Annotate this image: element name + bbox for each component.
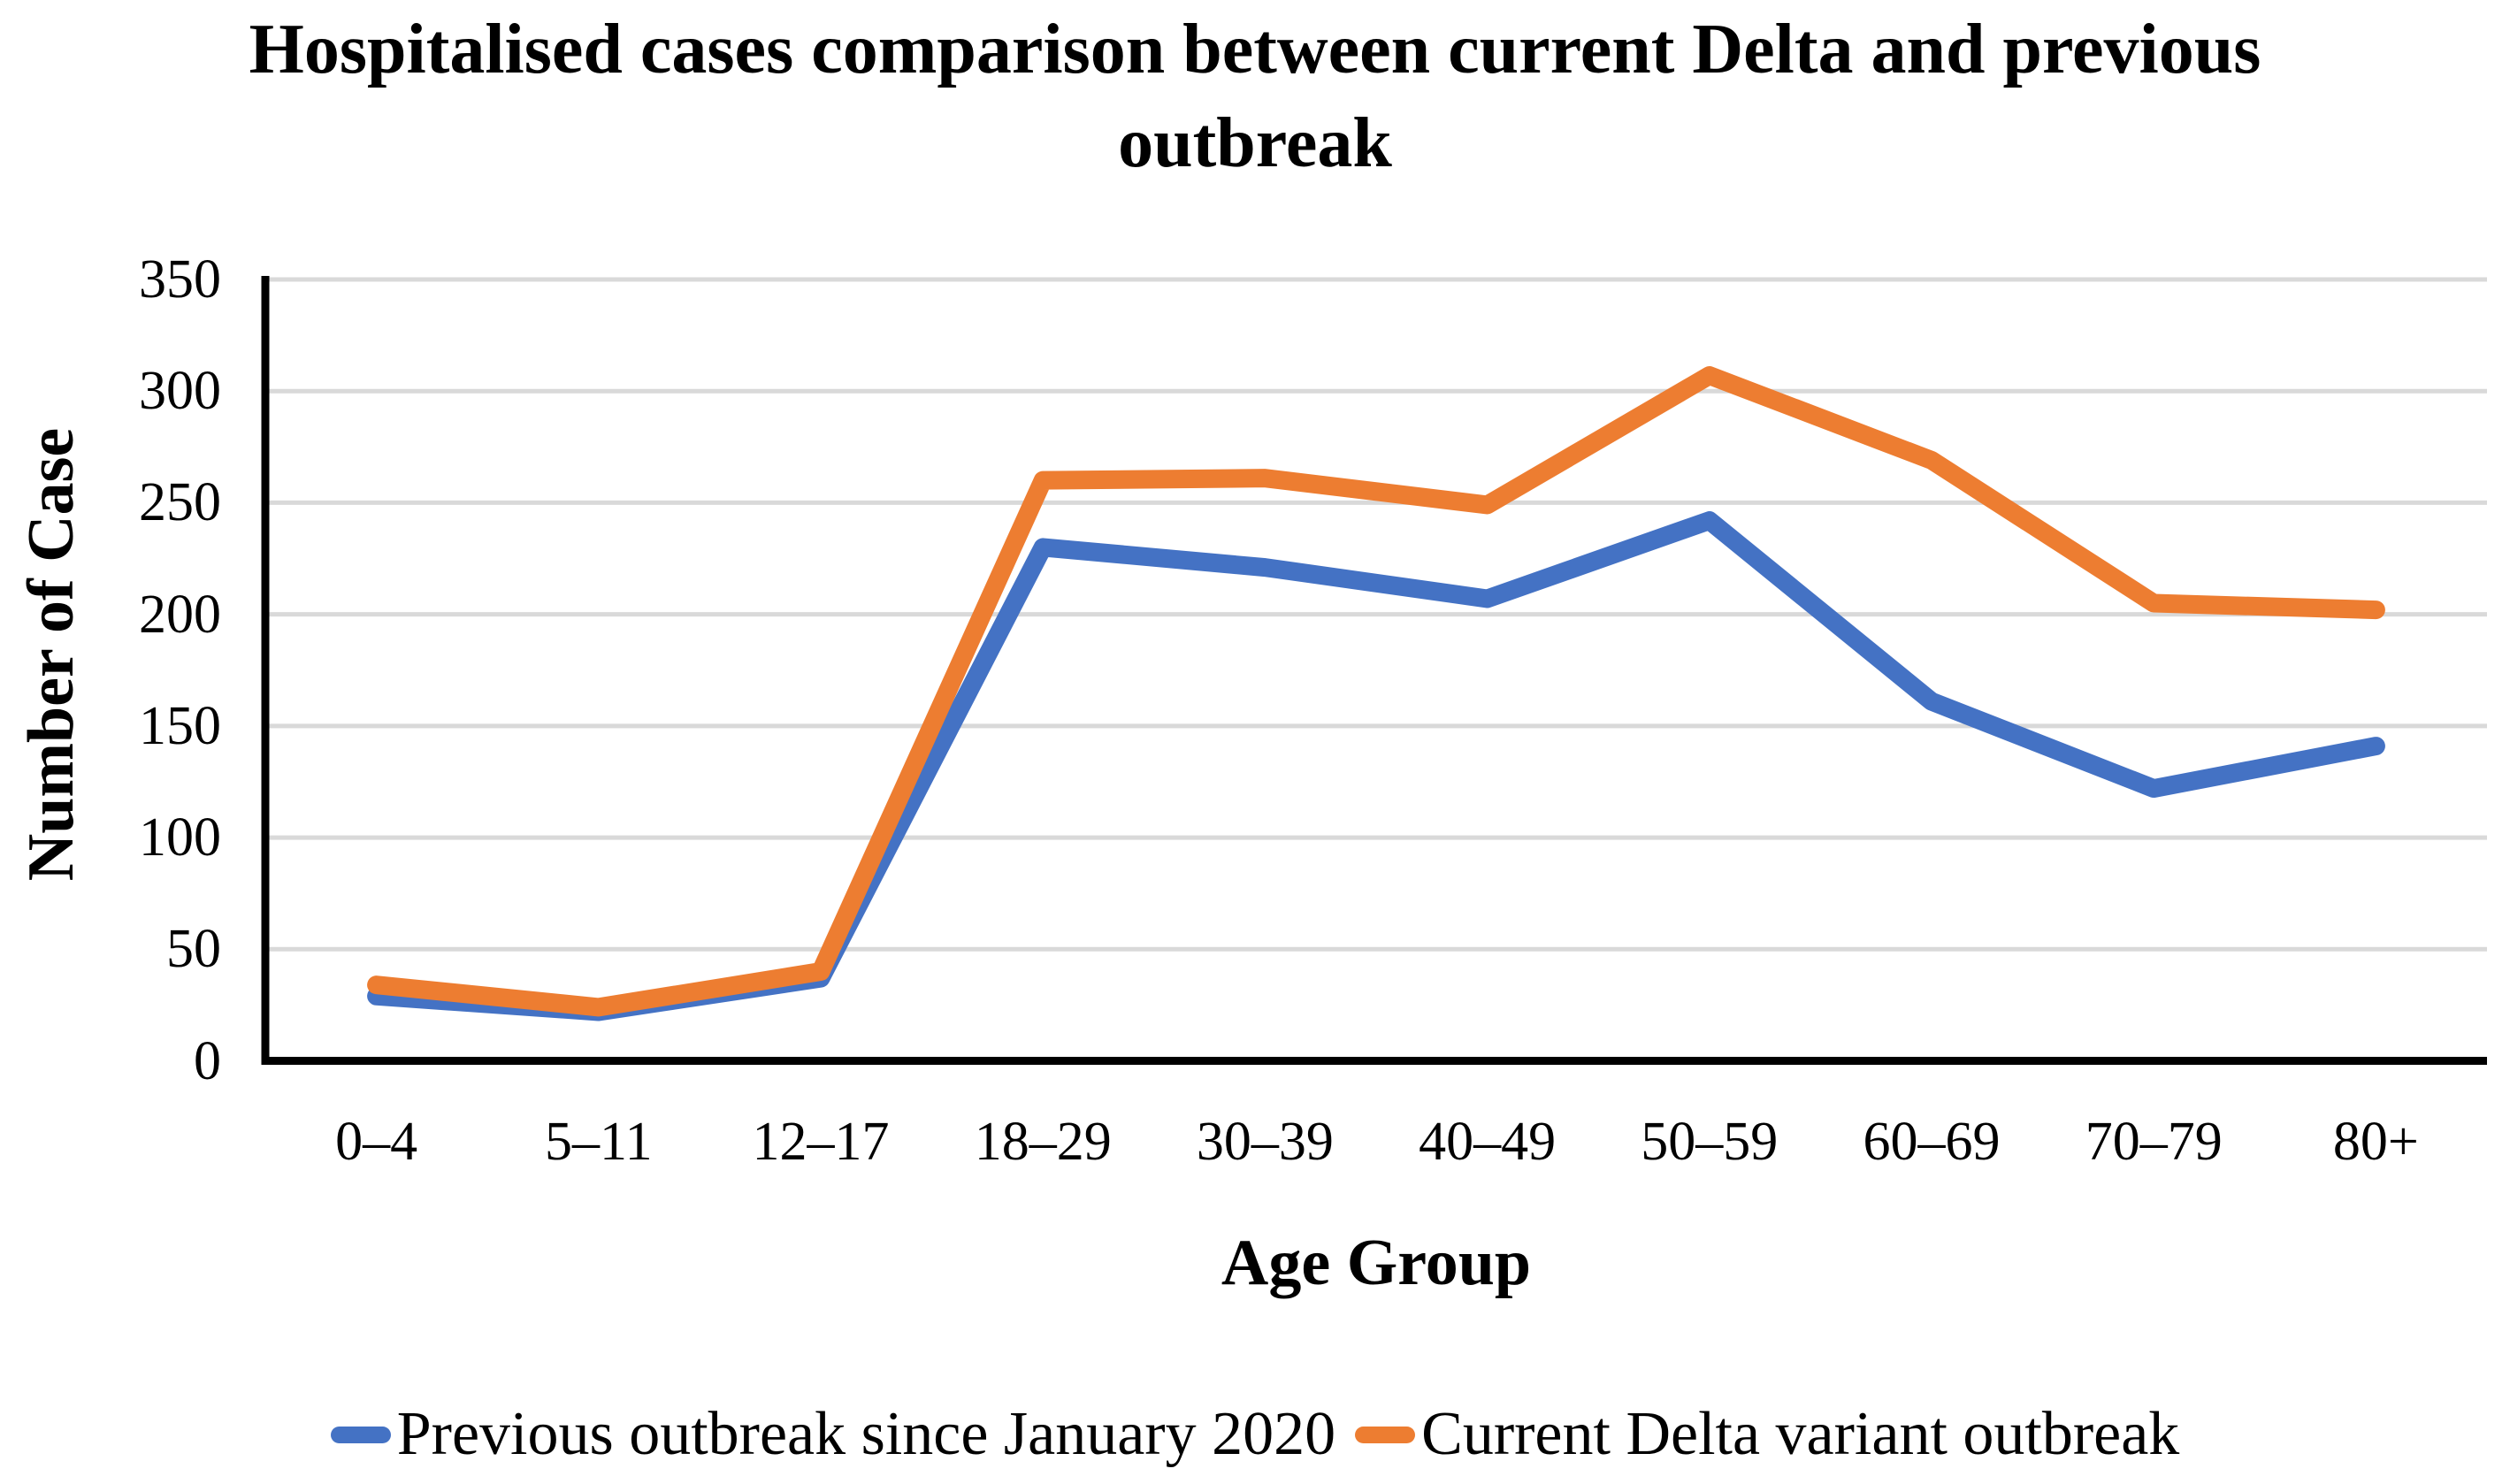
legend-line-swatch-icon — [1355, 1426, 1416, 1443]
chart-title: Hospitalised cases comparison between cu… — [249, 11, 2261, 182]
legend-label: Current Delta variant outbreak — [1421, 1400, 2180, 1468]
x-tick-label-60-69: 60–69 — [1863, 1112, 2001, 1172]
x-tick-label-30-39: 30–39 — [1196, 1112, 1334, 1172]
y-tick-label-250: 250 — [139, 472, 221, 533]
x-tick-label-5-11: 5–11 — [544, 1112, 653, 1172]
x-tick-label-18-29: 18–29 — [974, 1112, 1112, 1172]
x-axis-title: Age Group — [1221, 1227, 1532, 1299]
y-tick-label-0: 0 — [194, 1030, 221, 1091]
y-tick-label-150: 150 — [139, 695, 221, 756]
y-tick-label-350: 350 — [139, 249, 221, 310]
x-tick-label-80: 80+ — [2332, 1112, 2419, 1172]
y-tick-label-50: 50 — [166, 919, 221, 980]
x-tick-label-0-4: 0–4 — [335, 1112, 418, 1172]
series-line-current-delta-variant-outbreak — [367, 366, 2385, 1017]
legend-item-current-delta-variant-outbreak: Current Delta variant outbreak — [1355, 1397, 2179, 1472]
series-line-previous-outbreak-since-january-2020 — [367, 511, 2385, 1021]
legend-label: Previous outbreak since January 2020 — [396, 1400, 1336, 1468]
x-tick-label-70-79: 70–79 — [2085, 1112, 2223, 1172]
y-tick-label-300: 300 — [139, 361, 221, 422]
x-tick-label-50-59: 50–59 — [1641, 1112, 1779, 1172]
legend-line-swatch-icon — [330, 1426, 391, 1443]
legend-item-previous-outbreak-since-january-2020: Previous outbreak since January 2020 — [330, 1397, 1336, 1472]
x-tick-label-40-49: 40–49 — [1419, 1112, 1557, 1172]
y-tick-label-200: 200 — [139, 584, 221, 645]
x-tick-label-12-17: 12–17 — [752, 1112, 890, 1172]
legend: Previous outbreak since January 2020 Curr… — [0, 1397, 2510, 1472]
y-tick-label-100: 100 — [139, 807, 221, 868]
